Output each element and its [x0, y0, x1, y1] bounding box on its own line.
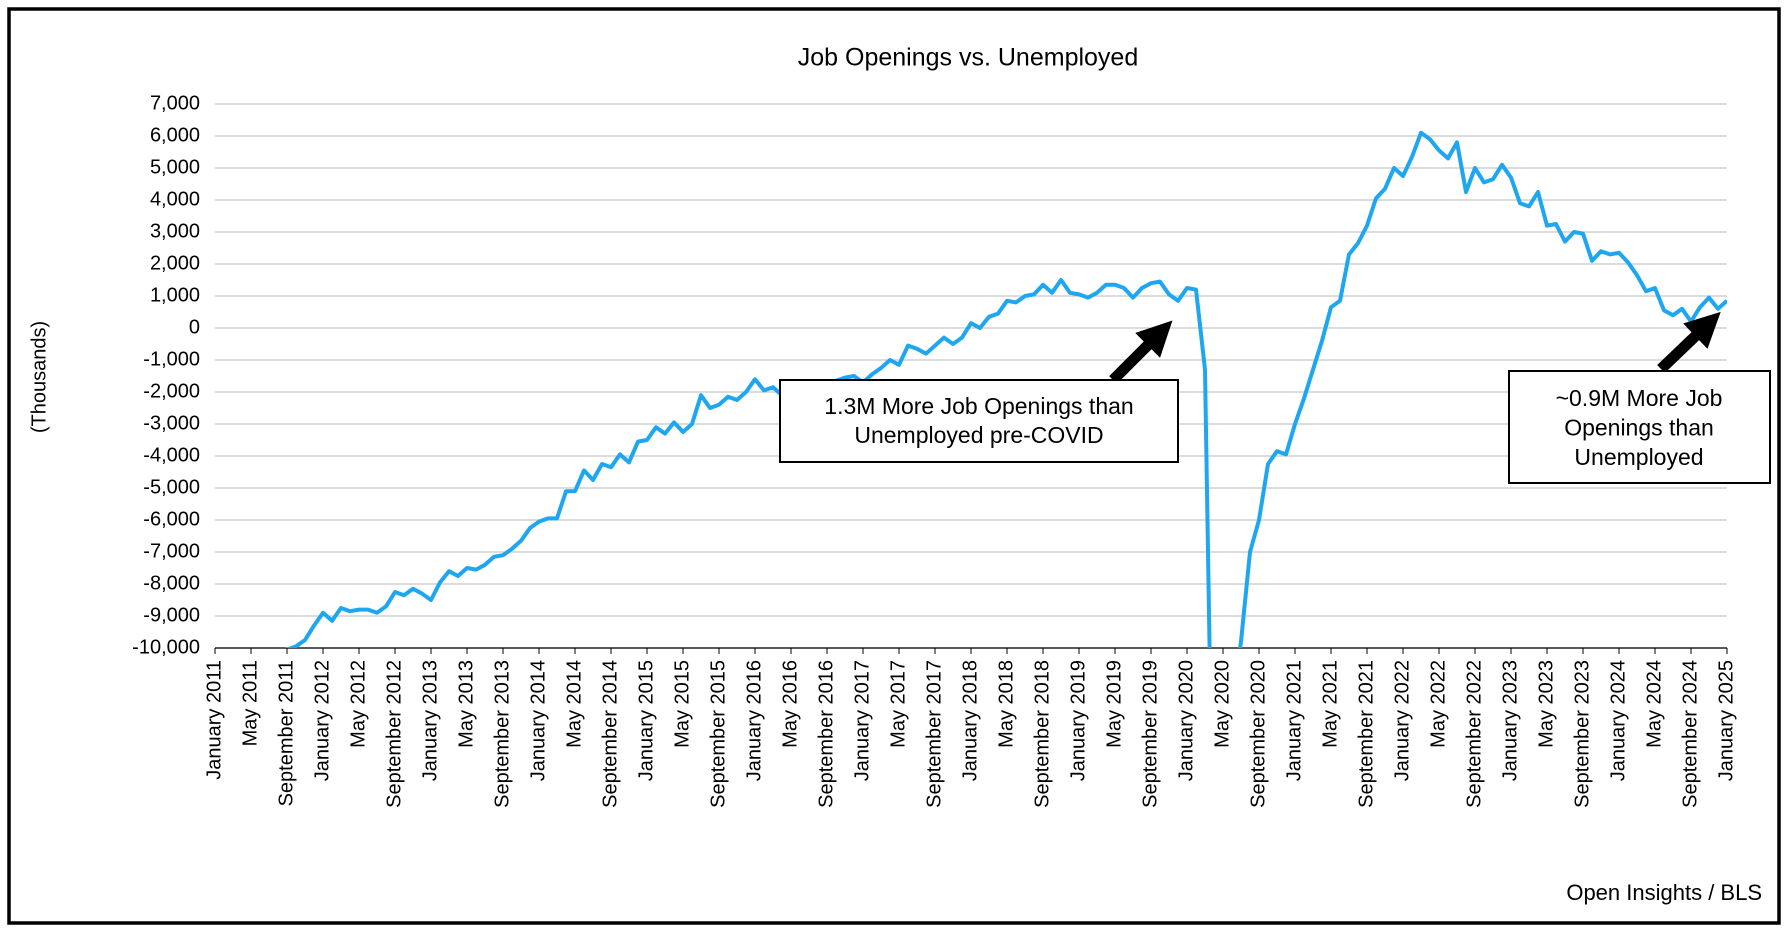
x-tick-label: January 2025	[1715, 660, 1737, 781]
x-tick-label: September 2022	[1463, 660, 1485, 808]
x-tick-label: September 2012	[383, 660, 405, 808]
x-tick-label: May 2017	[887, 660, 909, 748]
y-tick-label: 0	[189, 316, 200, 338]
annotation-box	[1508, 370, 1771, 484]
x-tick-label: January 2013	[419, 660, 441, 781]
y-tick-label: -10,000	[132, 636, 200, 658]
annotation-box	[779, 379, 1179, 463]
annotation-text: Unemployed pre-COVID	[854, 422, 1103, 448]
x-tick-label: May 2019	[1103, 660, 1125, 748]
y-tick-label: -3,000	[143, 412, 200, 434]
x-tick-label: September 2023	[1571, 660, 1593, 808]
x-tick-label: January 2022	[1391, 660, 1413, 781]
y-tick-label: 2,000	[150, 252, 200, 274]
frame	[7, 7, 1781, 925]
x-tick-label: May 2016	[779, 660, 801, 748]
x-tick-label: September 2018	[1031, 660, 1053, 808]
x-tick-label: January 2024	[1607, 660, 1629, 781]
annotation-text: Openings than	[1564, 415, 1714, 441]
arrow	[1109, 320, 1173, 384]
x-tick-label: January 2019	[1067, 660, 1089, 781]
annotation-text: Unemployed	[1574, 444, 1703, 470]
x-tick-label: September 2015	[707, 660, 729, 808]
x-tick-label: May 2011	[239, 660, 261, 746]
y-tick-label: 7,000	[150, 92, 200, 114]
y-tick-label: -7,000	[143, 540, 200, 562]
x-tick-label: January 2016	[743, 660, 765, 781]
x-tick-label: September 2014	[599, 660, 621, 808]
arrow	[1657, 311, 1721, 373]
x-tick-label: September 2019	[1139, 660, 1161, 808]
y-axis-label: (Thousands)	[28, 321, 50, 433]
x-tick-label: May 2014	[563, 660, 585, 748]
x-tick-label: September 2017	[923, 660, 945, 808]
x-tick-label: January 2011	[203, 660, 225, 780]
y-tick-label: -9,000	[143, 604, 200, 626]
x-tick-label: May 2012	[347, 660, 369, 748]
x-tick-label: January 2017	[851, 660, 873, 781]
x-tick-label: January 2012	[311, 660, 333, 781]
x-tick-label: May 2022	[1427, 660, 1449, 748]
x-tick-label: May 2023	[1535, 660, 1557, 748]
x-tick-label: September 2011	[275, 660, 297, 806]
x-tick-label: May 2020	[1211, 660, 1233, 748]
y-tick-label: 1,000	[150, 284, 200, 306]
x-tick-label: January 2020	[1175, 660, 1197, 781]
x-tick-label: May 2024	[1643, 660, 1665, 748]
y-tick-label: 4,000	[150, 188, 200, 210]
y-tick-label: 5,000	[150, 156, 200, 178]
x-tick-label: September 2016	[815, 660, 837, 808]
x-tick-label: May 2021	[1319, 660, 1341, 748]
x-tick-label: September 2020	[1247, 660, 1269, 808]
annotation-text: 1.3M More Job Openings than	[824, 393, 1133, 419]
y-tick-label: -1,000	[143, 348, 200, 370]
y-tick-label: 3,000	[150, 220, 200, 242]
y-tick-label: -6,000	[143, 508, 200, 530]
x-tick-label: January 2015	[635, 660, 657, 781]
x-tick-label: September 2021	[1355, 660, 1377, 808]
y-tick-label: -8,000	[143, 572, 200, 594]
x-tick-label: January 2023	[1499, 660, 1521, 781]
y-tick-label: -5,000	[143, 476, 200, 498]
y-tick-label: 6,000	[150, 124, 200, 146]
chart-title: Job Openings vs. Unemployed	[798, 44, 1138, 72]
x-tick-label: May 2018	[995, 660, 1017, 748]
x-tick-label: September 2024	[1679, 660, 1701, 808]
y-tick-label: -2,000	[143, 380, 200, 402]
x-tick-label: January 2014	[527, 660, 549, 781]
x-tick-label: May 2013	[455, 660, 477, 748]
x-tick-label: January 2018	[959, 660, 981, 781]
annotation-text: ~0.9M More Job	[1556, 385, 1723, 411]
x-tick-label: September 2013	[491, 660, 513, 808]
x-tick-label: January 2021	[1283, 660, 1305, 781]
series-line	[284, 130, 1727, 648]
y-tick-label: -4,000	[143, 444, 200, 466]
x-tick-label: May 2015	[671, 660, 693, 748]
source: Open Insights / BLS	[1566, 880, 1762, 905]
